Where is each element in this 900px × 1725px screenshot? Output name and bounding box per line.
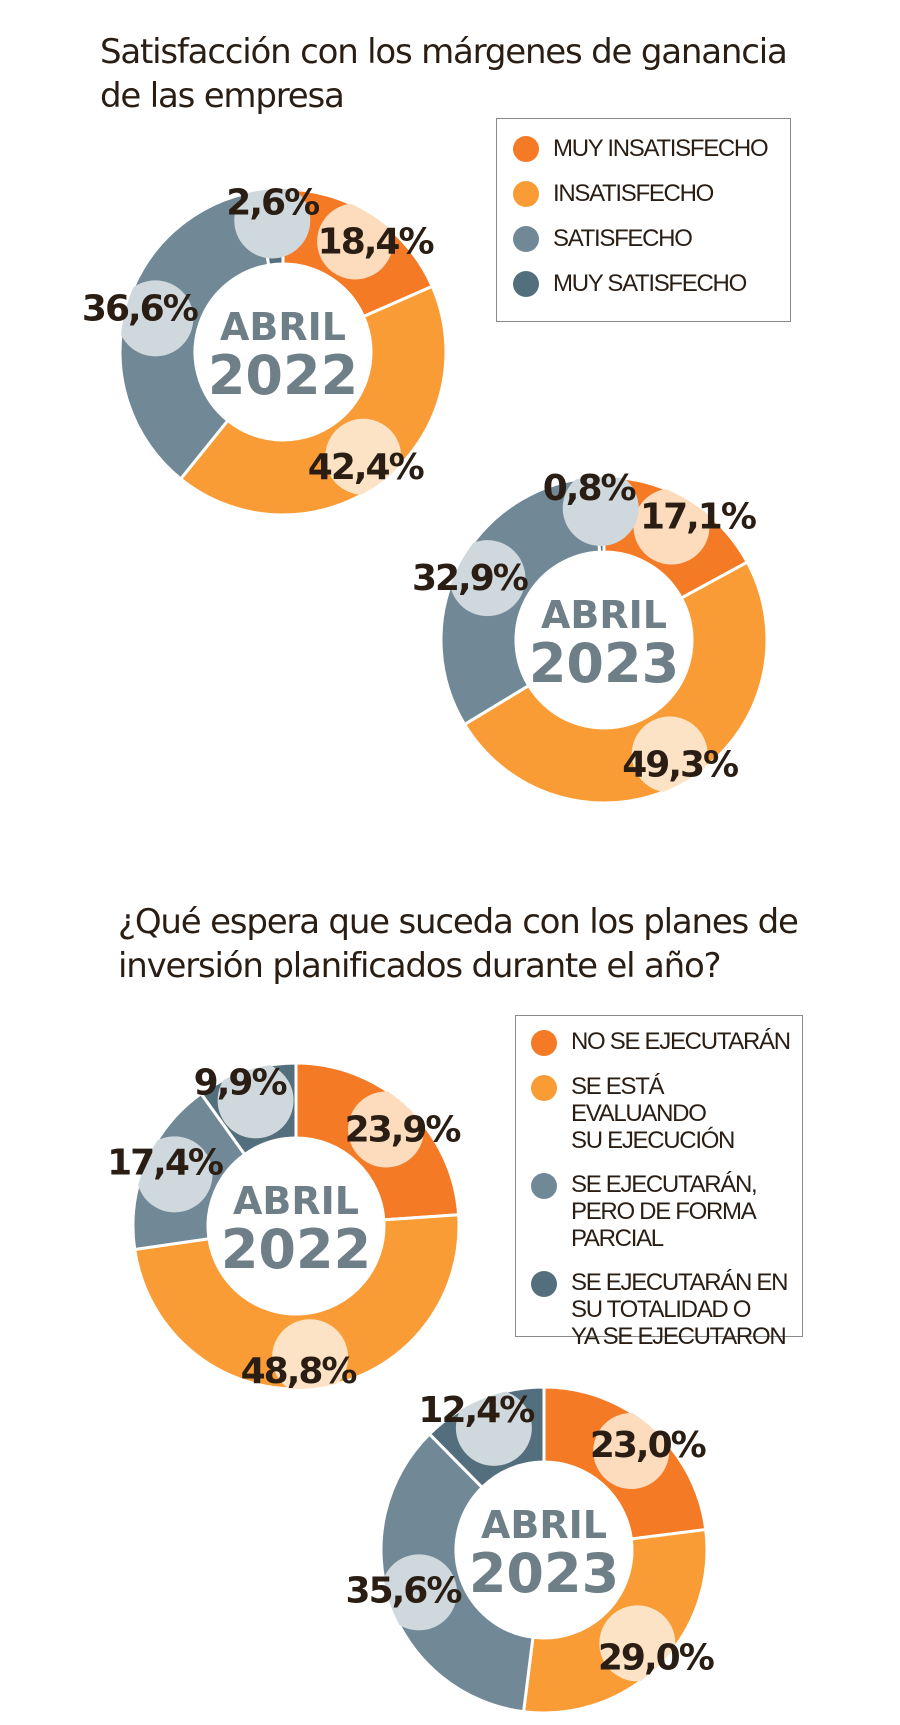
legend-label: MUY SATISFECHO xyxy=(553,270,747,297)
data-label: 0,8% xyxy=(543,468,636,509)
data-label: 36,6% xyxy=(82,288,198,329)
label-bubble xyxy=(325,418,402,495)
legend-inversion: NO SE EJECUTARÁN SE ESTÁ EVALUANDO SU EJ… xyxy=(515,1015,803,1350)
donut-segment xyxy=(118,189,271,481)
center-month-label: ABRIL xyxy=(541,593,667,637)
legend-item-parcial: SE EJECUTARÁN, PERO DE FORMA PARCIAL xyxy=(531,1171,802,1252)
data-label: 12,4% xyxy=(418,1390,534,1431)
chart-title-satisfaccion: Satisfacción con los márgenes de gananci… xyxy=(100,32,788,116)
center-month-label: ABRIL xyxy=(220,305,346,349)
legend-swatch-totalidad xyxy=(531,1271,557,1297)
label-bubble xyxy=(449,540,526,617)
legend-satisfaccion: MUY INSATISFECHO INSATISFECHO SATISFECHO… xyxy=(496,118,791,322)
center-year-label: 2023 xyxy=(469,1542,619,1605)
center-year-label: 2023 xyxy=(529,632,679,695)
label-bubble xyxy=(348,1091,425,1168)
data-label: 48,8% xyxy=(241,1351,357,1392)
legend-item-totalidad: SE EJECUTARÁN EN SU TOTALIDAD O YA SE EJ… xyxy=(531,1269,802,1350)
legend-item-muy-insatisfecho: MUY INSATISFECHO xyxy=(513,134,790,179)
label-bubble xyxy=(234,189,311,259)
center-year-label: 2022 xyxy=(221,1218,371,1281)
legend-label: SE ESTÁ EVALUANDO SU EJECUCIÓN xyxy=(571,1073,735,1154)
chart-title-inversion: ¿Qué espera que suceda con los planes de… xyxy=(118,902,799,986)
legend-swatch-no-se-ejecutaran xyxy=(531,1030,557,1056)
label-bubble xyxy=(217,1063,294,1139)
legend-item-satisfecho: SATISFECHO xyxy=(513,224,790,269)
data-label: 2,6% xyxy=(226,182,319,223)
legend-label: SE EJECUTARÁN EN SU TOTALIDAD O YA SE EJ… xyxy=(571,1269,788,1350)
legend-item-muy-satisfecho: MUY SATISFECHO xyxy=(513,269,790,314)
legend-item-insatisfecho: INSATISFECHO xyxy=(513,179,790,224)
legend-swatch-insatisfecho xyxy=(513,181,539,207)
center-month-label: ABRIL xyxy=(481,1503,607,1547)
legend-swatch-muy-insatisfecho xyxy=(513,136,539,162)
donut-segment xyxy=(439,475,602,727)
label-bubble xyxy=(272,1319,349,1389)
center-month-label: ABRIL xyxy=(233,1179,359,1223)
data-label: 35,6% xyxy=(346,1570,462,1611)
legend-swatch-parcial xyxy=(531,1173,557,1199)
data-label: 18,4% xyxy=(318,221,434,262)
label-bubble xyxy=(633,488,710,565)
label-bubble xyxy=(381,1554,457,1631)
label-bubble xyxy=(120,280,194,357)
label-bubble xyxy=(136,1136,213,1213)
label-bubble xyxy=(562,477,639,547)
legend-swatch-muy-satisfecho xyxy=(513,271,539,297)
donut-segment xyxy=(132,1213,461,1391)
donut-segment xyxy=(379,1431,535,1714)
legend-item-evaluando: SE ESTÁ EVALUANDO SU EJECUCIÓN xyxy=(531,1073,802,1154)
legend-label: INSATISFECHO xyxy=(553,180,714,207)
data-label: 49,3% xyxy=(622,744,738,785)
label-bubble xyxy=(317,203,394,280)
legend-label: MUY INSATISFECHO xyxy=(553,135,769,162)
label-bubble xyxy=(455,1389,532,1466)
legend-item-no-se-ejecutaran: NO SE EJECUTARÁN xyxy=(531,1028,802,1056)
legend-swatch-satisfecho xyxy=(513,226,539,252)
data-label: 42,4% xyxy=(308,447,424,488)
data-label: 23,9% xyxy=(345,1109,461,1150)
data-label: 17,1% xyxy=(640,497,756,538)
data-label: 23,0% xyxy=(590,1425,706,1466)
label-bubble xyxy=(599,1605,676,1682)
label-bubble xyxy=(593,1412,670,1489)
legend-label: NO SE EJECUTARÁN xyxy=(571,1028,791,1055)
data-label: 29,0% xyxy=(598,1637,714,1678)
label-bubble xyxy=(631,716,708,793)
data-label: 17,4% xyxy=(107,1142,223,1183)
legend-swatch-evaluando xyxy=(531,1075,557,1101)
legend-label: SE EJECUTARÁN, PERO DE FORMA PARCIAL xyxy=(571,1171,758,1252)
data-label: 9,9% xyxy=(194,1062,287,1103)
data-label: 32,9% xyxy=(412,558,528,599)
legend-label: SATISFECHO xyxy=(553,225,693,252)
center-year-label: 2022 xyxy=(208,344,358,407)
